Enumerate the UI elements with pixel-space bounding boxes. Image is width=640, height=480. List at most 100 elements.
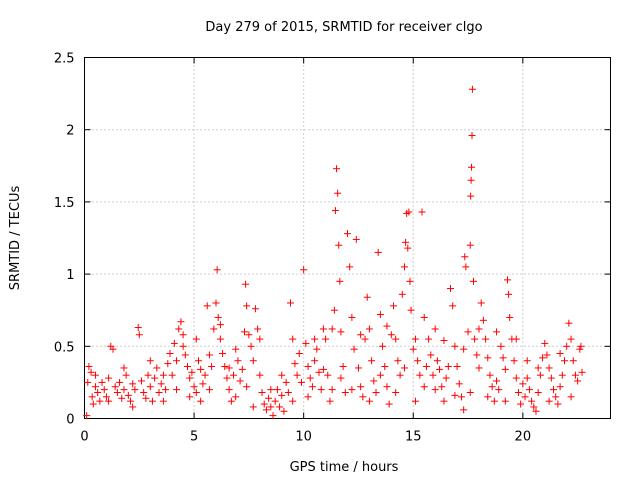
data-point: [240, 328, 248, 336]
data-point: [567, 393, 575, 401]
data-point: [409, 345, 417, 353]
data-point: [334, 189, 342, 197]
data-point: [291, 360, 299, 368]
data-point: [556, 383, 564, 391]
data-point: [212, 299, 220, 307]
data-point: [460, 406, 468, 414]
data-point: [420, 313, 428, 321]
data-point: [466, 241, 474, 249]
data-point: [324, 371, 332, 379]
data-point: [420, 383, 428, 391]
data-point: [192, 389, 200, 397]
data-point: [225, 364, 233, 372]
data-point: [368, 357, 376, 365]
data-point: [335, 241, 343, 249]
data-point: [365, 397, 373, 405]
data-point: [315, 368, 323, 376]
data-point: [251, 305, 259, 313]
data-point: [284, 389, 292, 397]
data-point: [422, 363, 430, 371]
data-point: [289, 335, 297, 343]
data-point: [216, 321, 224, 329]
x-tick-label: 10: [295, 430, 312, 445]
data-point: [461, 253, 469, 261]
data-point: [407, 306, 415, 314]
data-point: [528, 397, 536, 405]
data-point: [232, 393, 240, 401]
data-point: [194, 357, 202, 365]
data-point: [425, 335, 433, 343]
data-point: [534, 364, 542, 372]
plot-frame: [84, 57, 611, 419]
data-point: [554, 400, 562, 408]
data-point: [186, 393, 194, 401]
data-point: [227, 397, 235, 405]
data-point: [94, 389, 102, 397]
data-point: [558, 371, 566, 379]
y-tick-label: 1.5: [54, 196, 75, 211]
data-point: [179, 331, 187, 339]
data-point: [84, 378, 92, 386]
data-point: [517, 400, 525, 408]
data-point: [322, 335, 330, 343]
data-point: [89, 400, 97, 408]
data-point: [256, 371, 264, 379]
data-point: [105, 397, 113, 405]
data-point: [550, 386, 558, 394]
data-point: [140, 389, 148, 397]
data-point: [547, 374, 555, 382]
data-point: [269, 412, 277, 420]
data-point: [311, 357, 319, 365]
data-point: [510, 357, 518, 365]
data-point: [383, 322, 391, 330]
data-point: [433, 357, 441, 365]
data-point: [311, 335, 319, 343]
data-point: [313, 345, 321, 353]
data-point: [109, 345, 117, 353]
data-point: [501, 397, 509, 405]
data-point: [282, 378, 290, 386]
data-point: [440, 397, 448, 405]
data-point: [319, 325, 327, 333]
data-point: [346, 263, 354, 271]
data-point: [475, 364, 483, 372]
data-point: [385, 400, 393, 408]
data-point: [148, 397, 156, 405]
data-point: [247, 342, 255, 350]
data-point: [552, 393, 560, 401]
data-point: [523, 374, 531, 382]
data-point: [357, 383, 365, 391]
data-point: [186, 374, 194, 382]
data-point: [414, 357, 422, 365]
data-point: [567, 335, 575, 343]
data-point: [216, 335, 224, 343]
data-point: [376, 371, 384, 379]
y-tick-label: 0: [66, 413, 74, 428]
data-point: [429, 371, 437, 379]
data-point: [297, 378, 305, 386]
data-point: [223, 374, 231, 382]
data-point: [525, 386, 533, 394]
data-point: [232, 345, 240, 353]
data-point: [460, 345, 468, 353]
data-point: [184, 363, 192, 371]
data-point: [392, 335, 400, 343]
data-point: [530, 403, 538, 411]
data-point: [406, 277, 414, 285]
data-point: [451, 342, 459, 350]
data-point: [197, 397, 205, 405]
data-point: [225, 386, 233, 394]
data-point: [98, 378, 106, 386]
data-point: [85, 363, 93, 371]
data-point: [287, 299, 295, 307]
data-point: [131, 386, 139, 394]
data-point: [497, 342, 505, 350]
data-point: [457, 393, 465, 401]
data-point: [467, 176, 475, 184]
data-point: [337, 374, 345, 382]
y-tick-label: 2.5: [54, 52, 75, 67]
data-point: [488, 383, 496, 391]
data-point: [300, 266, 308, 274]
data-point: [486, 371, 494, 379]
